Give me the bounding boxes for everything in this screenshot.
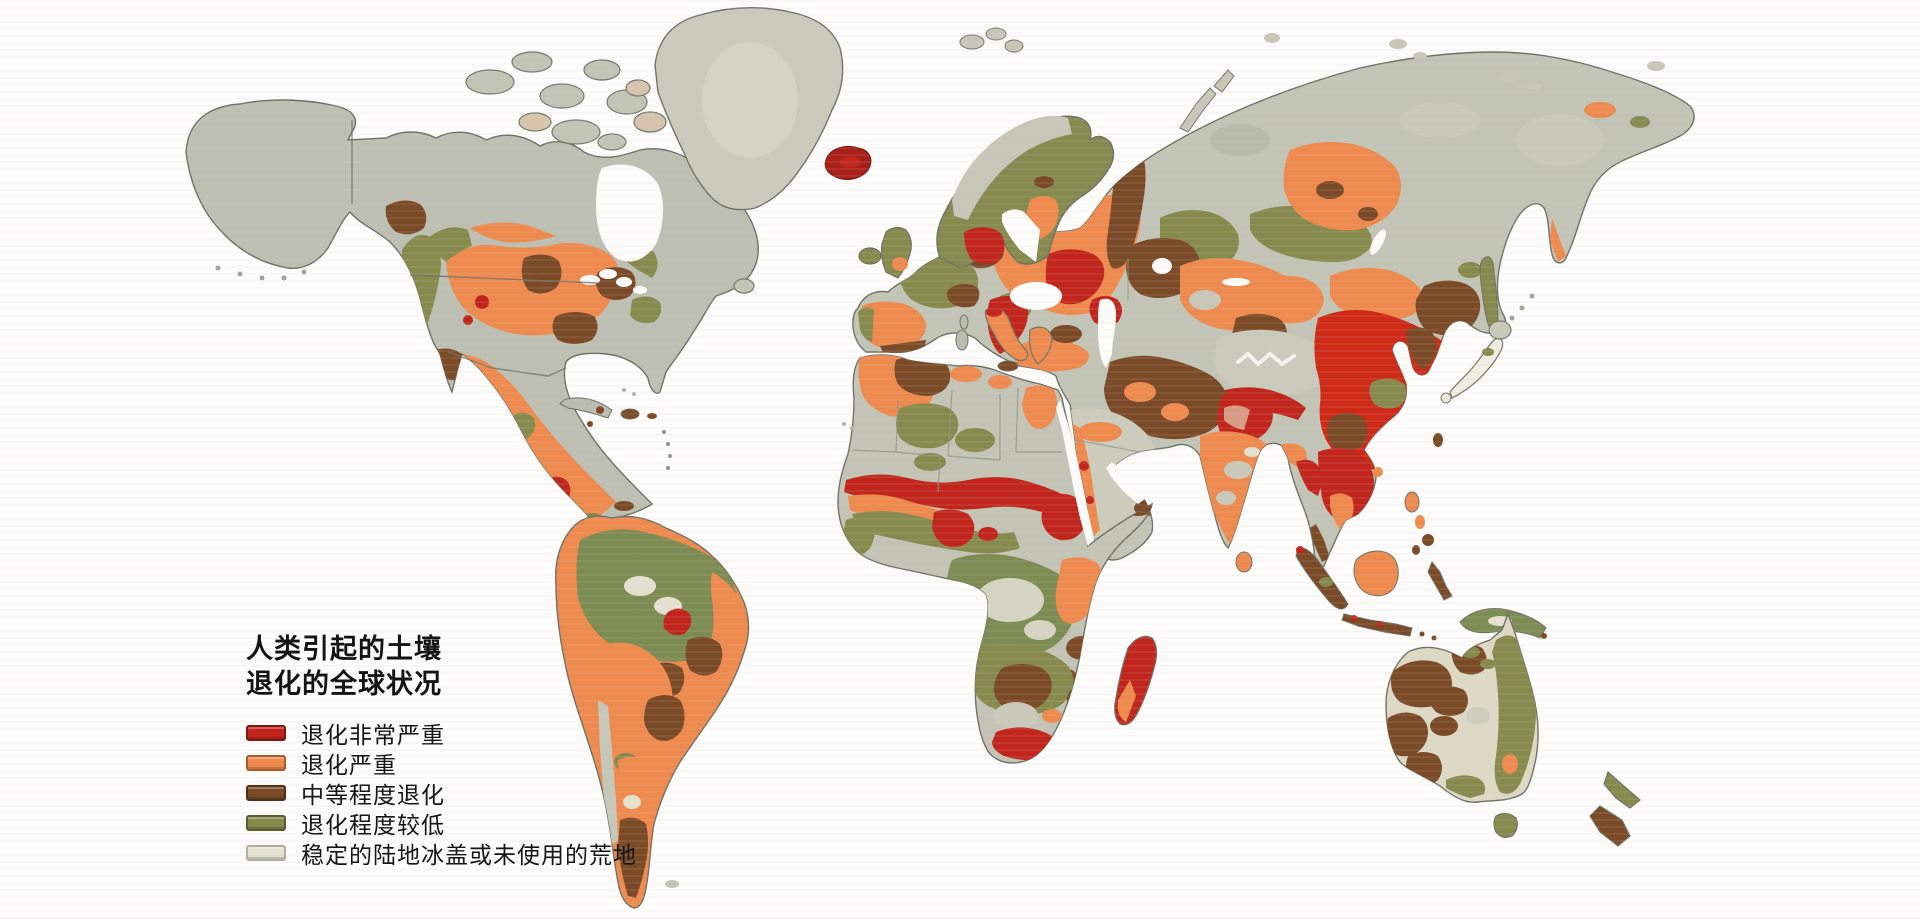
legend-title: 人类引起的土壤 退化的全球状况 (246, 632, 637, 702)
red-sea (1056, 400, 1094, 546)
aral-sea (1152, 258, 1172, 274)
legend-item-severe: 退化严重 (246, 748, 637, 778)
southeast-asia-islands (1295, 491, 1547, 641)
legend-swatch-severe-icon (246, 755, 286, 771)
greenland-and-arctic-islands (215, 6, 844, 294)
lake-baikal (1370, 229, 1386, 255)
aleutian-islands (215, 265, 307, 281)
scandinavia (936, 115, 1115, 268)
hainan (1373, 467, 1383, 477)
legend-item-stable: 稳定的陆地冰盖或未使用的荒地 (246, 838, 637, 868)
italy (984, 307, 1029, 361)
greece (1028, 326, 1053, 365)
legend-label: 退化程度较低 (301, 812, 445, 838)
persian-gulf (1106, 462, 1146, 504)
black-sea (1010, 282, 1062, 310)
legend-swatch-moderate-icon (246, 785, 286, 801)
legend-label: 中等程度退化 (301, 782, 445, 808)
legend-label: 退化严重 (301, 752, 397, 778)
new-zealand (1589, 770, 1641, 847)
legend-item-low: 退化程度较低 (246, 808, 637, 838)
taiwan (1433, 433, 1443, 447)
south-america (554, 515, 750, 909)
legend-title-line1: 人类引起的土壤 (246, 634, 442, 664)
legend-swatch-stable-icon (246, 845, 286, 861)
baltic-sea (1002, 209, 1040, 262)
southern-europe-peninsulas (955, 307, 1053, 372)
legend-item-very-severe: 退化非常严重 (246, 718, 637, 748)
north-atlantic-islands (824, 27, 1665, 279)
legend: 人类引起的土壤 退化的全球状况 退化非常严重 退化严重 中等程度退化 退化程度较… (246, 632, 637, 868)
sulawesi (1427, 561, 1453, 601)
legend-label: 稳定的陆地冰盖或未使用的荒地 (301, 842, 637, 868)
tasmania (1493, 812, 1518, 838)
legend-swatch-low-icon (246, 815, 286, 831)
falkland-islands (665, 880, 679, 888)
east-asia-islands (1373, 256, 1535, 477)
inland-seas (1010, 229, 1386, 546)
eurasia (852, 51, 1695, 568)
japan-hokkaido (1488, 320, 1512, 340)
legend-items: 退化非常严重 退化严重 中等程度退化 退化程度较低 稳定的陆地冰盖或未使用的荒地 (246, 718, 637, 868)
legend-label: 退化非常严重 (301, 722, 445, 748)
caribbean-islands (559, 388, 1253, 888)
legend-title-line2: 退化的全球状况 (246, 669, 442, 699)
hudson-bay (596, 164, 664, 262)
madagascar (1114, 635, 1158, 726)
hispaniola (620, 408, 640, 420)
caspian-sea (1098, 298, 1116, 368)
legend-item-moderate: 中等程度退化 (246, 778, 637, 808)
legend-swatch-very-severe-icon (246, 725, 286, 741)
sri-lanka (1235, 551, 1253, 573)
borneo (1353, 550, 1399, 597)
ireland (858, 247, 882, 265)
australia (1385, 612, 1539, 838)
